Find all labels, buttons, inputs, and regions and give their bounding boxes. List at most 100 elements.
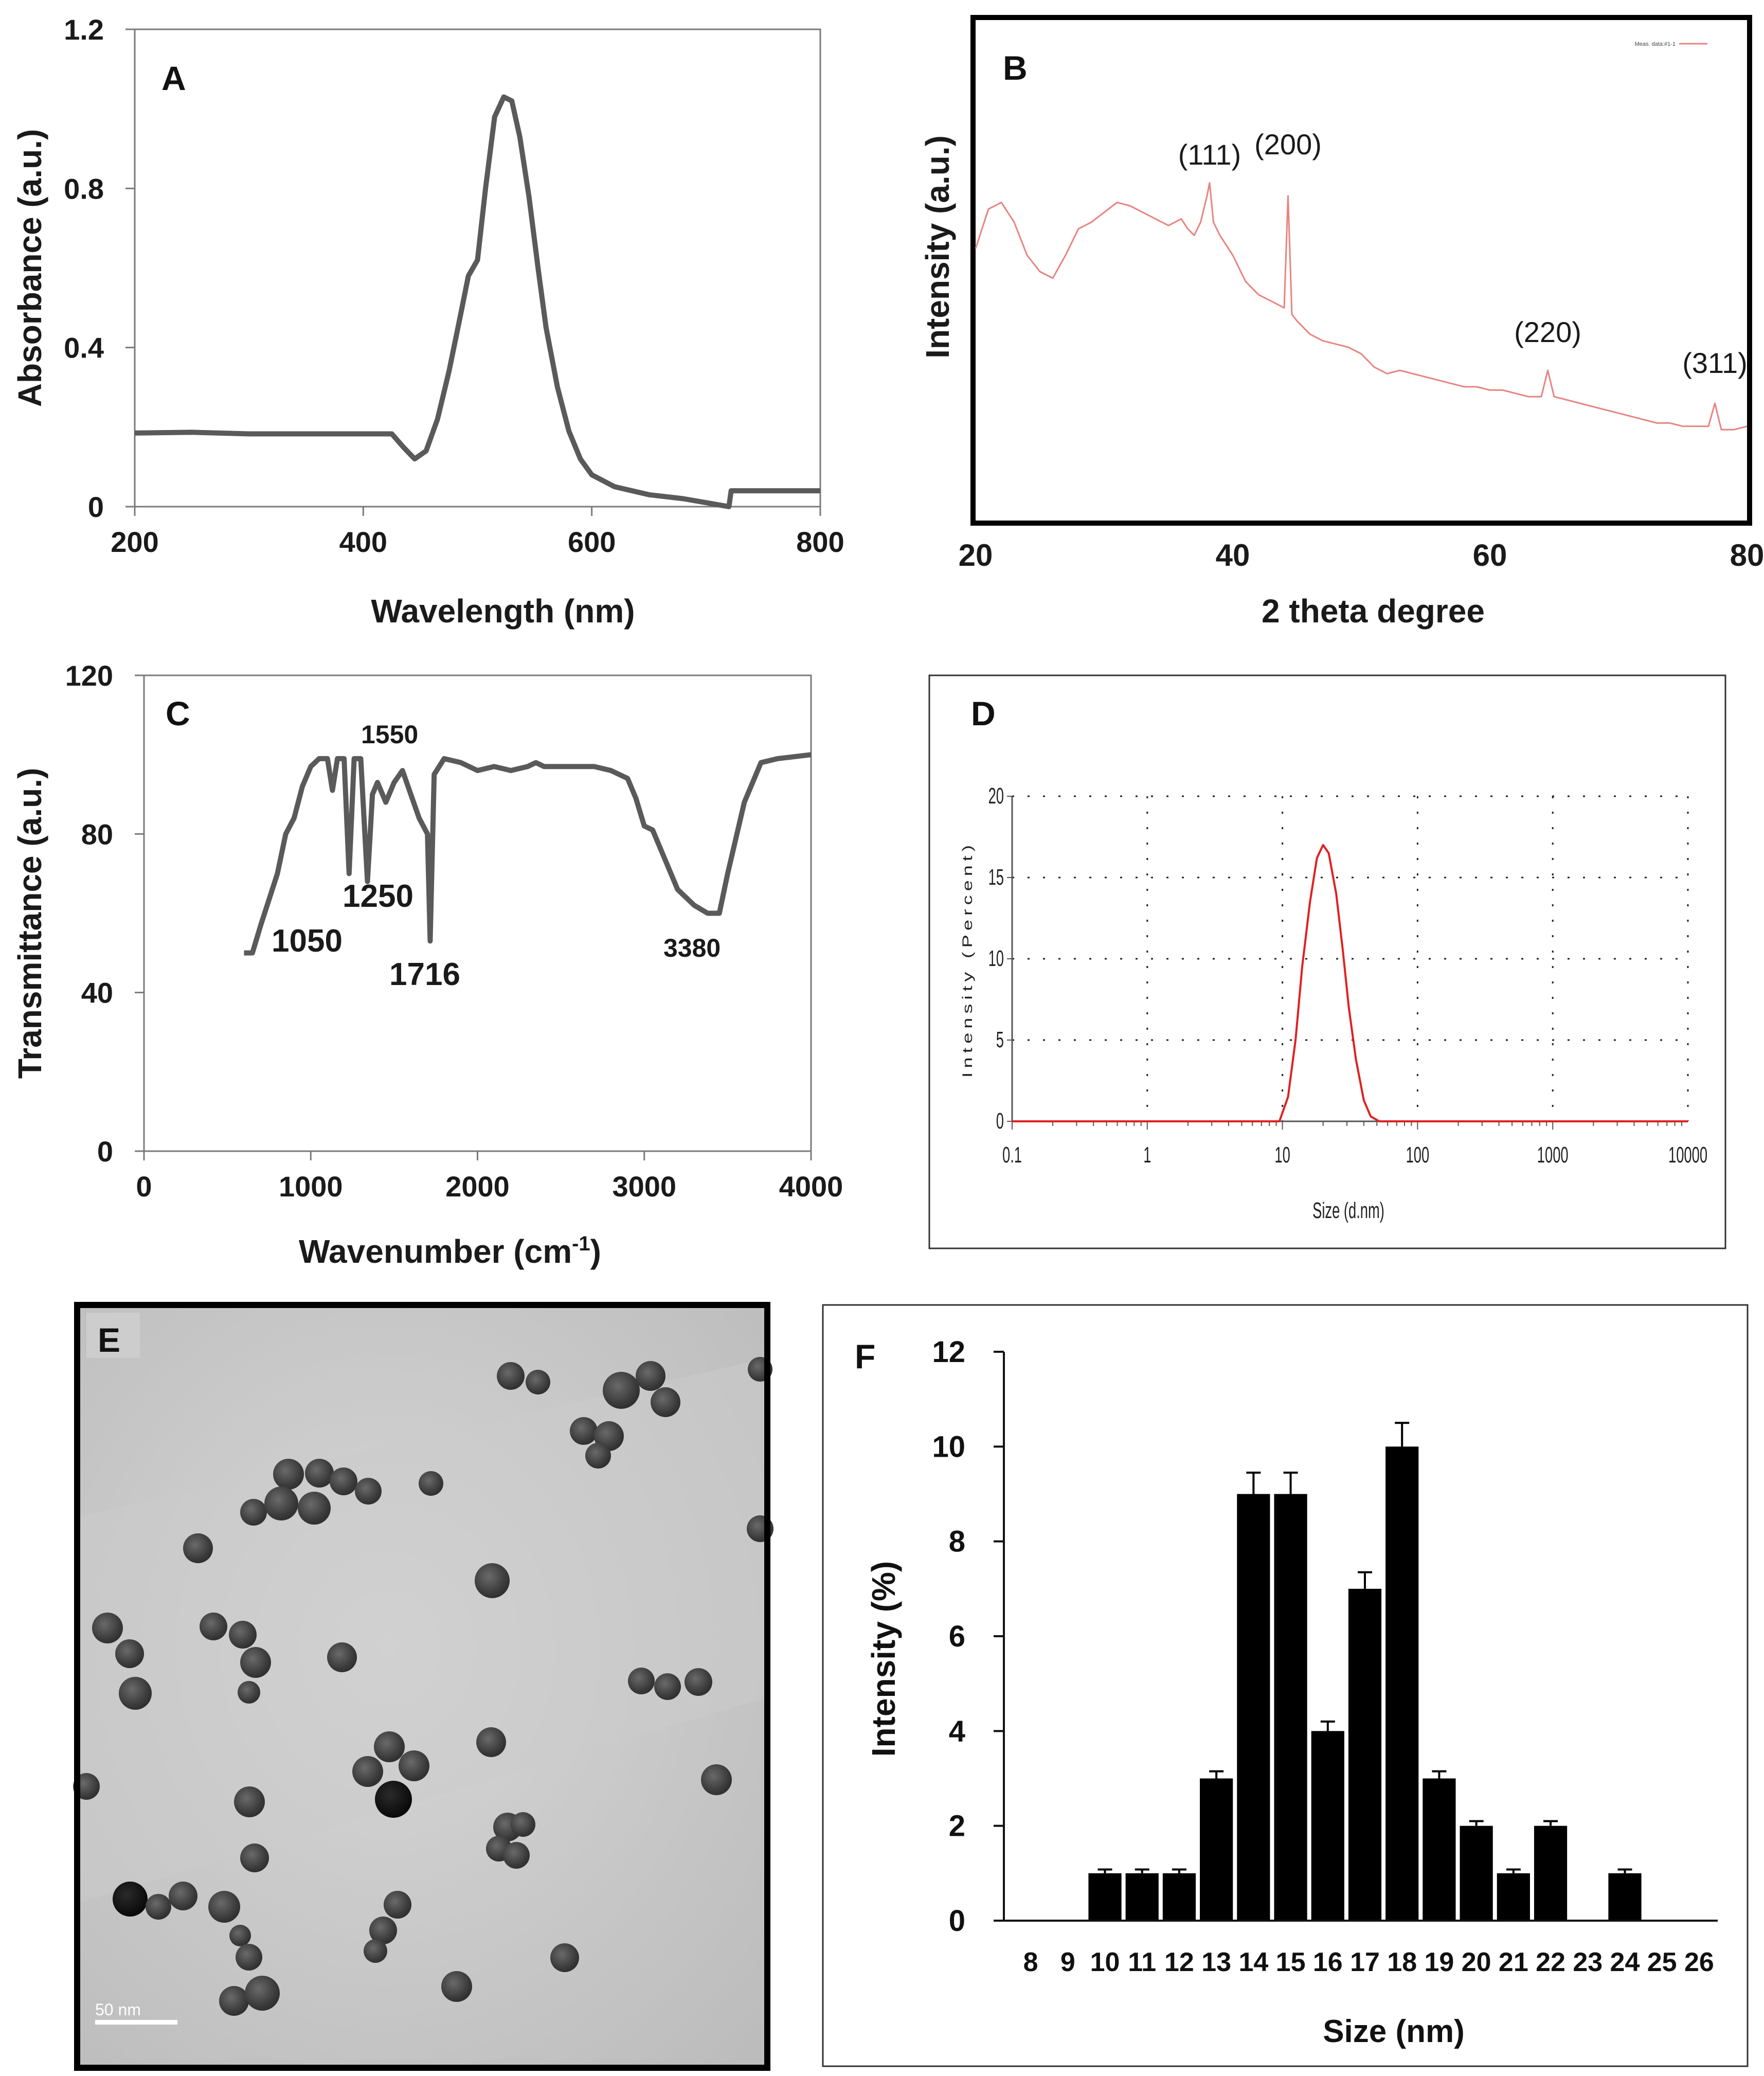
panel-a-plot-area: [134, 28, 821, 508]
panel-e-nanoparticle: [229, 1621, 257, 1649]
panel-f-x-tick-label: 15: [1276, 1947, 1306, 1977]
panel-a-y-tick-label: 0.4: [64, 332, 104, 364]
panel-c-y-tick-label: 40: [81, 977, 113, 1009]
panel-e-nanoparticle: [92, 1613, 123, 1643]
panel-e-nanoparticle: [384, 1891, 411, 1919]
panel-d-y-tick-label: 15: [988, 864, 1004, 889]
panel-d-y-tick-label: 5: [996, 1027, 1004, 1052]
panel-f-x-tick-label: 22: [1536, 1947, 1565, 1977]
panel-f-x-tick-label: 26: [1684, 1947, 1714, 1977]
panel-e-nanoparticle: [119, 1677, 152, 1710]
panel-e-label-background: [86, 1313, 140, 1358]
panel-e-nanoparticle: [169, 1882, 197, 1910]
panel-a-y-axis-title: Absorbance (a.u.): [11, 129, 48, 407]
panel-c-x-axis-title-close: ): [590, 1233, 601, 1270]
panel-e-label: E: [98, 1321, 120, 1359]
panel-c-peak-label: 1250: [343, 879, 413, 914]
panel-d-size-distribution-line: [1012, 844, 1688, 1122]
panel-f-bar: [1200, 1778, 1233, 1921]
panel-e-nanoparticle: [273, 1459, 304, 1490]
panel-e-nanoparticle: [219, 1986, 249, 2016]
panel-b-xrd-pattern-line: [975, 182, 1748, 431]
panel-c-x-axis-title: Wavenumber (cm-1): [299, 1232, 601, 1270]
panel-c-x-tick-label: 4000: [779, 1170, 843, 1203]
panel-f-y-tick-label: 0: [949, 1904, 965, 1938]
panel-b: B Meas. data:#1-1 (111) (200) (220) (311) 2…: [919, 15, 1764, 630]
panel-e-nanoparticle: [330, 1467, 357, 1495]
panel-e-nanoparticle: [399, 1750, 429, 1781]
panel-e-nanoparticle: [654, 1673, 681, 1700]
panel-c-peak-label: 1716: [389, 957, 460, 992]
panel-b-x-tick-label: 40: [1216, 538, 1250, 572]
panel-e-nanoparticle: [236, 1944, 262, 1971]
panel-e-nanoparticle: [503, 1842, 530, 1869]
panel-e-scale-bar: [95, 2020, 177, 2025]
panel-e-nanoparticle: [526, 1370, 550, 1394]
panel-f-x-tick-label: 24: [1610, 1947, 1640, 1977]
panel-a-x-tick-label: 200: [111, 526, 158, 558]
panel-f-bar: [1423, 1778, 1456, 1921]
panel-f-y-tick-label: 2: [949, 1810, 965, 1843]
panel-e-nanoparticle: [497, 1362, 525, 1390]
panel-f-x-tick-label: 18: [1387, 1947, 1417, 1977]
panel-d-x-tick-label: 100: [1406, 1142, 1430, 1167]
panel-b-peak-label: (220): [1514, 316, 1581, 348]
panel-e-nanoparticle: [651, 1387, 680, 1417]
panel-f-bar: [1608, 1873, 1642, 1921]
panel-f-bars: [1088, 1422, 1642, 1921]
panel-d-x-tick-label: 10000: [1668, 1142, 1707, 1167]
panel-c-y-tick-label: 80: [81, 818, 113, 850]
panel-e-nanoparticle: [240, 1499, 267, 1526]
panel-e-nanoparticle: [200, 1613, 227, 1640]
panel-f-x-tick-label: 13: [1201, 1947, 1231, 1977]
panel-e-nanoparticle: [636, 1361, 665, 1391]
panel-c-peak-label: 1050: [272, 923, 343, 959]
panel-f-bar: [1534, 1826, 1568, 1921]
panel-a-y-tick-label: 0: [88, 491, 104, 523]
panel-e-tem-background-texture: [77, 1358, 767, 1903]
panel-f-y-tick-label: 4: [949, 1714, 965, 1748]
panel-b-axes: 20 40 60 80: [959, 538, 1764, 572]
panel-e-nanoparticle: [701, 1764, 732, 1795]
panel-a-absorbance-line: [134, 94, 820, 509]
panel-e: E 50 nm: [73, 1302, 773, 2071]
panel-e-nanoparticle: [550, 1943, 579, 1972]
panel-f-bar: [1460, 1826, 1493, 1921]
panel-e-scale-bar-label: 50 nm: [95, 2000, 141, 2019]
panel-d-x-tick-label: 0.1: [1002, 1142, 1022, 1167]
panel-f-x-tick-label: 9: [1060, 1947, 1075, 1977]
panel-e-nanoparticle: [685, 1668, 712, 1696]
panel-c-transmittance-line: [244, 752, 812, 956]
panel-b-peak-labels: (111) (200) (220) (311): [1178, 128, 1748, 379]
panel-e-nanoparticle: [305, 1459, 334, 1488]
panel-f-x-tick-label: 11: [1128, 1947, 1156, 1977]
panel-f-x-tick-label: 23: [1573, 1947, 1603, 1977]
panel-b-x-tick-label: 20: [959, 538, 993, 572]
panel-f-x-tick-label: 14: [1238, 1947, 1268, 1977]
panel-d-y-tick-label: 20: [988, 783, 1004, 808]
panel-d: D 0.1 1 10 100 1000 10000 0 5 10 15 20 Size (d.nm)…: [928, 674, 1726, 1249]
panel-e-nanoparticle: [511, 1812, 535, 1837]
panel-a-axes: 200 400 600 800 0 0.4 0.8 1.2: [64, 13, 844, 558]
panel-c-x-tick-label: 1000: [279, 1170, 343, 1203]
panel-c-axes: 0 1000 2000 3000 4000 0 40 80 120: [65, 659, 843, 1203]
panel-f-y-tick-label: 8: [949, 1525, 965, 1559]
panel-a: A 200 400 600 800 0 0.4 0.8 1.2 Wavelength (nm)…: [11, 13, 844, 630]
panel-e-nanoparticle: [146, 1894, 171, 1920]
panel-e-nanoparticle: [352, 1756, 383, 1787]
panel-c-y-tick-label: 120: [65, 659, 113, 692]
panel-f-y-axis-title: Intensity (%): [865, 1561, 902, 1757]
panel-e-nanoparticle: [183, 1533, 213, 1563]
panel-e-nanoparticle: [327, 1642, 357, 1672]
panel-f-bar: [1497, 1873, 1530, 1921]
panel-a-x-axis-title: Wavelength (nm): [371, 593, 635, 630]
panel-f-bar: [1311, 1731, 1344, 1921]
panel-b-y-axis-title: Intensity (a.u.): [919, 135, 956, 359]
panel-e-nanoparticle: [419, 1471, 443, 1496]
panel-e-nanoparticle: [355, 1478, 382, 1505]
panel-b-legend: Meas. data:#1-1: [1635, 41, 1707, 47]
panel-c-peak-label: 3380: [663, 934, 721, 962]
panel-d-x-tick-label: 1000: [1537, 1142, 1569, 1167]
